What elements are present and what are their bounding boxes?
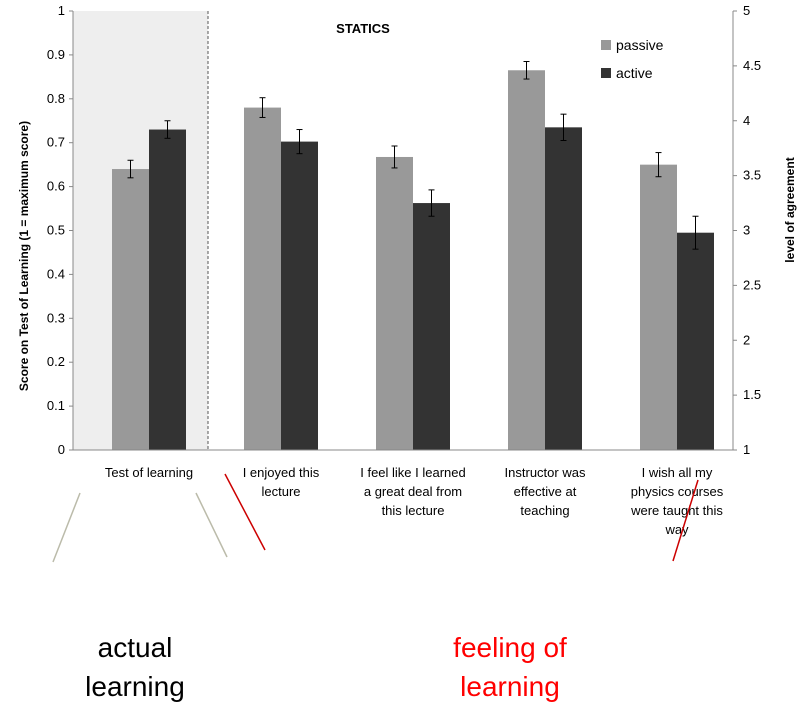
caption-actual-learning: actual learning — [40, 628, 230, 706]
y-tick-label: 0.5 — [47, 223, 65, 238]
caption-line: feeling of — [400, 628, 620, 667]
y-tick-label: 0.1 — [47, 398, 65, 413]
bracket-line-left — [53, 493, 80, 562]
y2-tick-label: 3 — [743, 223, 750, 238]
bar-active-0 — [149, 130, 186, 450]
category-label: I feel like I learned — [360, 465, 466, 480]
legend-swatch-active — [601, 68, 611, 78]
category-label: lecture — [261, 484, 300, 499]
left-ticks: 0 0.1 0.2 0.3 0.4 0.5 0.6 0.7 0.8 0.9 1 — [47, 3, 73, 457]
caption-line: learning — [40, 667, 230, 706]
bracket-line-right — [196, 493, 227, 557]
category-label: were taught this — [630, 503, 723, 518]
category-label: effective at — [514, 484, 577, 499]
category-label: I enjoyed this — [243, 465, 320, 480]
y-tick-label: 0 — [58, 442, 65, 457]
bar-active-4 — [677, 233, 714, 450]
y-axis-label: Score on Test of Learning (1 = maximum s… — [17, 121, 31, 391]
y-tick-label: 0.9 — [47, 47, 65, 62]
bar-passive-3 — [508, 70, 545, 450]
legend-label-active: active — [616, 65, 653, 81]
right-ticks: 1 1.5 2 2.5 3 3.5 4 4.5 5 — [733, 3, 761, 457]
category-label: Test of learning — [105, 465, 193, 480]
category-label: way — [664, 522, 689, 537]
legend-label-passive: passive — [616, 37, 664, 53]
category-label: teaching — [520, 503, 569, 518]
y-tick-label: 0.4 — [47, 266, 65, 281]
category-labels: Test of learning I enjoyed this lecture I f… — [105, 465, 724, 537]
red-slash-left — [225, 474, 265, 550]
y2-tick-label: 3.5 — [743, 168, 761, 183]
category-label: physics courses — [631, 484, 724, 499]
legend: passive active — [601, 37, 664, 81]
bar-active-1 — [281, 142, 318, 450]
bar-passive-2 — [376, 157, 413, 450]
caption-line: learning — [400, 667, 620, 706]
y-tick-label: 0.7 — [47, 135, 65, 150]
category-label: this lecture — [382, 503, 445, 518]
y-tick-label: 1 — [58, 3, 65, 18]
bar-active-2 — [413, 203, 450, 450]
bar-passive-0 — [112, 169, 149, 450]
y-tick-label: 0.2 — [47, 354, 65, 369]
y2-tick-label: 4 — [743, 113, 750, 128]
y2-axis-label: level of agreement — [783, 157, 797, 262]
y2-tick-label: 2.5 — [743, 277, 761, 292]
y-tick-label: 0.3 — [47, 310, 65, 325]
y-tick-label: 0.8 — [47, 91, 65, 106]
bar-active-3 — [545, 127, 582, 450]
category-label: I wish all my — [642, 465, 713, 480]
caption-feeling-of-learning: feeling of learning — [400, 628, 620, 706]
caption-line: actual — [40, 628, 230, 667]
y2-tick-label: 5 — [743, 3, 750, 18]
chart-title: STATICS — [336, 21, 390, 36]
y2-tick-label: 4.5 — [743, 58, 761, 73]
y2-tick-label: 1.5 — [743, 387, 761, 402]
bar-passive-1 — [244, 108, 281, 450]
bar-passive-4 — [640, 165, 677, 450]
y-tick-label: 0.6 — [47, 179, 65, 194]
legend-swatch-passive — [601, 40, 611, 50]
y2-tick-label: 2 — [743, 332, 750, 347]
category-label: a great deal from — [364, 484, 462, 499]
category-label: Instructor was — [505, 465, 586, 480]
y2-tick-label: 1 — [743, 442, 750, 457]
